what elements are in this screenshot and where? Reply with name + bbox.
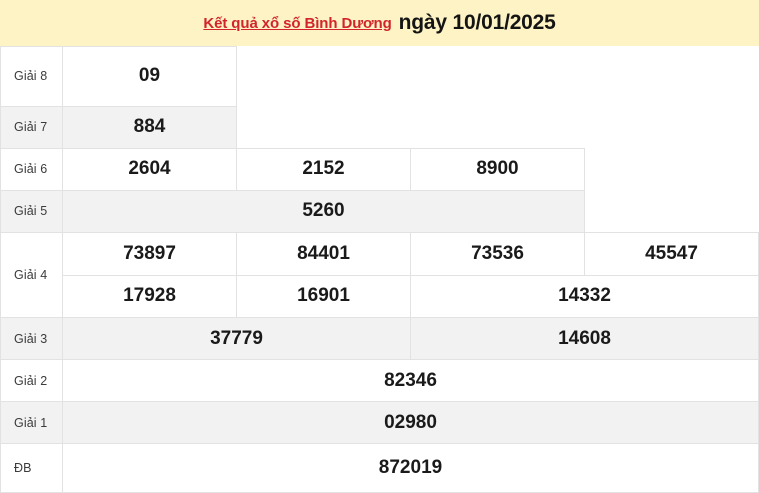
prize-value-4-1: 73897 [62, 232, 237, 276]
prize-label-8: Giải 8 [0, 46, 63, 107]
prize-label-2: Giải 2 [0, 359, 63, 402]
table-row-prize-1: Giải 1 02980 [0, 400, 759, 445]
table-row-prize-3: Giải 3 37779 14608 [0, 316, 759, 361]
table-row-prize-4-b: 17928 16901 14332 [1, 274, 759, 318]
table-row-prize-2: Giải 2 82346 [0, 359, 759, 402]
table-row-prize-4-a: Giải 4 73897 84401 73536 45547 [0, 232, 759, 318]
prize-label-6: Giải 6 [0, 148, 63, 191]
prize-value-8-1: 09 [62, 46, 237, 107]
prize-label-db: ĐB [0, 443, 63, 493]
prize-value-6-1: 2604 [62, 148, 237, 191]
prize-value-7-1: 884 [62, 105, 237, 150]
prize-value-4-4: 45547 [584, 232, 759, 276]
prize-value-6-2: 2152 [236, 148, 411, 191]
prize-value-5-1: 5260 [62, 189, 585, 234]
prize-value-6-3: 8900 [410, 148, 585, 191]
prize-label-1: Giải 1 [0, 400, 63, 445]
prize-value-db-1: 872019 [62, 443, 759, 493]
prize-label-5: Giải 5 [0, 189, 63, 234]
prize-value-2-1: 82346 [62, 359, 759, 402]
result-header: Kết quả xổ số Bình Dương ngày 10/01/2025 [0, 0, 759, 46]
table-row-prize-7: Giải 7 884 [0, 105, 759, 150]
prize-value-3-1: 37779 [62, 316, 411, 361]
prize-value-3-2: 14608 [410, 316, 759, 361]
prize-value-4-7: 14332 [410, 274, 759, 318]
lottery-title-link[interactable]: Kết quả xổ số Bình Dương [203, 14, 392, 32]
prize-label-3: Giải 3 [0, 316, 63, 361]
table-row-prize-db: ĐB 872019 [0, 443, 759, 493]
table-row-prize-5: Giải 5 5260 [0, 189, 759, 234]
prize-label-4: Giải 4 [0, 232, 63, 318]
table-row-prize-6: Giải 6 2604 2152 8900 [0, 148, 759, 191]
prize-value-4-3: 73536 [410, 232, 585, 276]
prize-value-4-6: 16901 [236, 274, 411, 318]
prize-value-4-2: 84401 [236, 232, 411, 276]
result-date: ngày 10/01/2025 [398, 11, 556, 34]
lottery-results-table: Giải 8 09 Giải 7 884 Giải 6 2604 2152 89… [0, 46, 759, 493]
table-row-prize-8: Giải 8 09 [0, 46, 759, 107]
prize-label-7: Giải 7 [0, 105, 63, 150]
prize-value-4-5: 17928 [62, 274, 237, 318]
prize-value-1-1: 02980 [62, 400, 759, 445]
